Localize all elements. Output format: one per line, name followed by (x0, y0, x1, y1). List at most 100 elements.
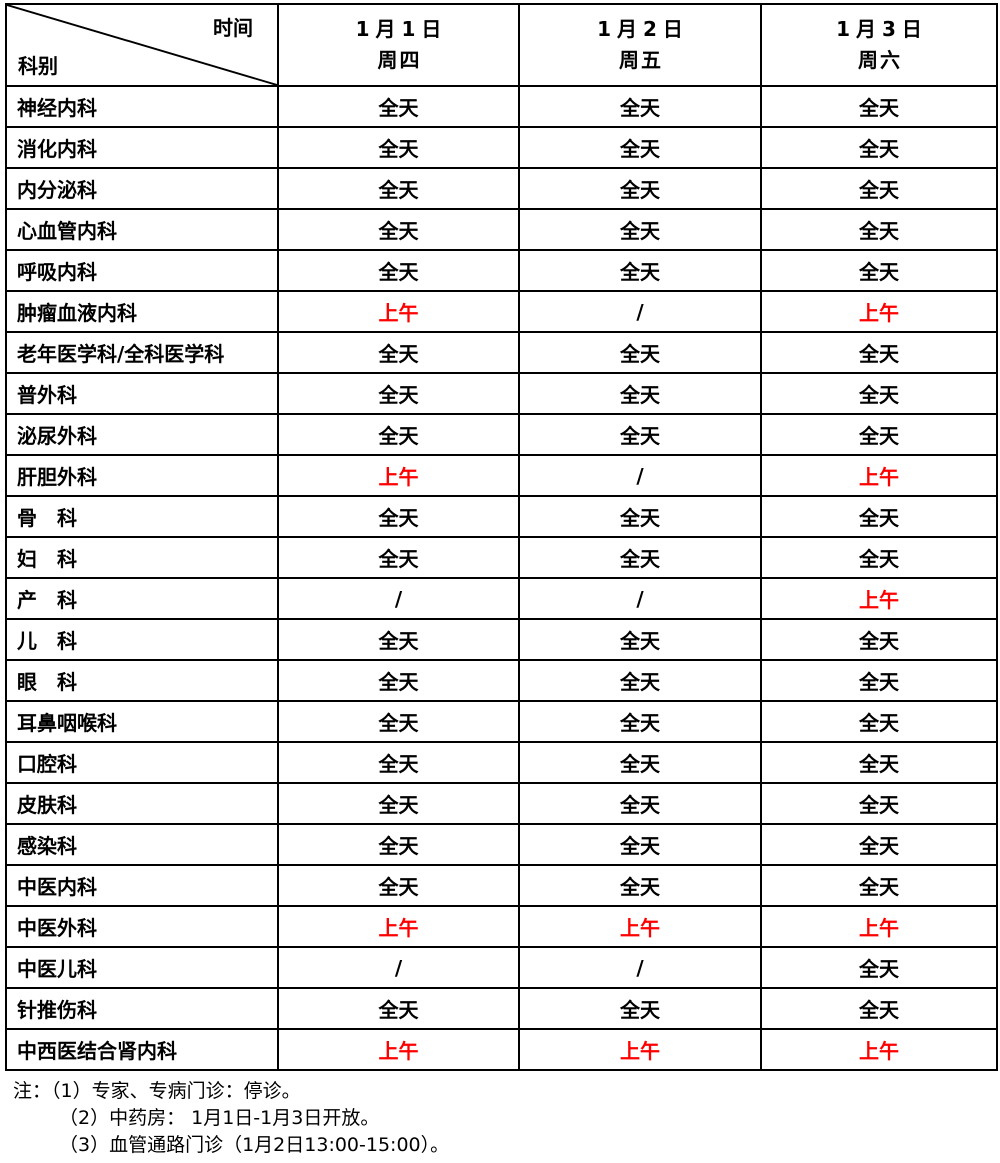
department-cell: 眼 科 (5, 659, 279, 702)
schedule-cell: 全天 (518, 331, 762, 374)
column-header-jan3: 1月3日 周六 (760, 3, 998, 87)
schedule-cell: 全天 (518, 700, 762, 743)
schedule-cell: 全天 (518, 536, 762, 579)
schedule-cell: 全天 (518, 167, 762, 210)
schedule-cell: 上午 (760, 290, 998, 333)
department-cell: 中西医结合肾内科 (5, 1028, 279, 1071)
department-cell: 中医儿科 (5, 946, 279, 989)
table-row: 中医儿科 / / 全天 (5, 946, 998, 989)
schedule-cell: 全天 (760, 823, 998, 866)
table-row: 神经内科 全天 全天 全天 (5, 85, 998, 128)
table-row: 骨 科全天 全天 全天 (5, 495, 998, 538)
column-date: 1月1日 (355, 17, 448, 41)
schedule-cell: 全天 (277, 987, 520, 1030)
header-time-label: 时间 (213, 16, 253, 40)
note-line-3: （3）血管通路门诊（1月2日13:00-15:00）。 (59, 1134, 450, 1156)
schedule-cell: 全天 (760, 700, 998, 743)
schedule-cell: 全天 (277, 618, 520, 661)
department-cell: 口腔科 (5, 741, 279, 784)
schedule-cell: 上午 (760, 1028, 998, 1071)
table-row: 肿瘤血液内科 上午 / 上午 (5, 290, 998, 333)
schedule-cell: 全天 (518, 823, 762, 866)
column-weekday: 周六 (858, 48, 902, 72)
table-row: 感染科 全天 全天 全天 (5, 823, 998, 866)
schedule-cell: 全天 (518, 987, 762, 1030)
department-cell: 消化内科 (5, 126, 279, 169)
schedule-table: 时间 科别 1月1日 周四 1月2日 周五 1月3日 周六 神经内科 全天 全天 全天… (5, 3, 998, 1071)
diagonal-line (8, 6, 276, 84)
schedule-cell: 全天 (760, 741, 998, 784)
table-row: 老年医学科/全科医学科 全天 全天 全天 (5, 331, 998, 374)
schedule-cell: 上午 (277, 290, 520, 333)
schedule-cell: 上午 (518, 1028, 762, 1071)
department-cell: 普外科 (5, 372, 279, 415)
schedule-cell: 全天 (277, 249, 520, 292)
schedule-cell: 全天 (518, 372, 762, 415)
note-line-1: 注：（1）专家、专病门诊：停诊。 (13, 1080, 301, 1102)
department-cell: 中医外科 (5, 905, 279, 948)
schedule-cell: / (518, 577, 762, 620)
schedule-cell: 全天 (760, 331, 998, 374)
table-row: 心血管内科 全天 全天 全天 (5, 208, 998, 251)
schedule-cell: 全天 (518, 413, 762, 456)
table-row: 中医外科 上午 上午 上午 (5, 905, 998, 948)
schedule-cell: 全天 (277, 700, 520, 743)
schedule-cell: 全天 (518, 208, 762, 251)
notes: 注：（1）专家、专病门诊：停诊。 （2）中药房： 1月1日-1月3日开放。 （3… (13, 1078, 1000, 1159)
department-cell: 耳鼻咽喉科 (5, 700, 279, 743)
schedule-cell: 上午 (760, 454, 998, 497)
schedule-cell: 全天 (518, 618, 762, 661)
column-date: 1月2日 (597, 17, 689, 41)
table-row: 呼吸内科 全天 全天 全天 (5, 249, 998, 292)
department-cell: 感染科 (5, 823, 279, 866)
schedule-cell: / (518, 454, 762, 497)
table-row: 耳鼻咽喉科 全天 全天 全天 (5, 700, 998, 743)
table-row: 口腔科 全天 全天 全天 (5, 741, 998, 784)
table-row: 泌尿外科 全天 全天 全天 (5, 413, 998, 456)
schedule-cell: 全天 (277, 413, 520, 456)
department-cell: 针推伤科 (5, 987, 279, 1030)
department-cell: 产 科 (5, 577, 279, 620)
table-row: 普外科 全天 全天 全天 (5, 372, 998, 415)
schedule-cell: 全天 (518, 126, 762, 169)
department-cell: 肝胆外科 (5, 454, 279, 497)
schedule-cell: 全天 (277, 372, 520, 415)
schedule-cell: 全天 (760, 536, 998, 579)
schedule-cell: 全天 (760, 946, 998, 989)
schedule-cell: 全天 (277, 208, 520, 251)
department-cell: 心血管内科 (5, 208, 279, 251)
schedule-cell: 全天 (760, 85, 998, 128)
schedule-cell: 上午 (277, 905, 520, 948)
column-weekday: 周五 (619, 48, 663, 72)
column-weekday: 周四 (377, 48, 422, 72)
schedule-cell: 全天 (760, 659, 998, 702)
schedule-cell: 全天 (760, 413, 998, 456)
schedule-cell: 全天 (277, 167, 520, 210)
schedule-cell: 全天 (277, 85, 520, 128)
schedule-cell: 全天 (760, 126, 998, 169)
column-header-jan2: 1月2日 周五 (518, 3, 762, 87)
schedule-cell: 全天 (277, 823, 520, 866)
table-row: 中医内科 全天 全天 全天 (5, 864, 998, 907)
note-line-2: （2）中药房： 1月1日-1月3日开放。 (59, 1107, 380, 1129)
header-dept-label: 科别 (18, 54, 58, 78)
table-row: 皮肤科 全天 全天 全天 (5, 782, 998, 825)
table-row: 肝胆外科 上午 / 上午 (5, 454, 998, 497)
department-cell: 内分泌科 (5, 167, 279, 210)
table-row: 妇 科全天 全天 全天 (5, 536, 998, 579)
department-cell: 皮肤科 (5, 782, 279, 825)
schedule-cell: 全天 (518, 659, 762, 702)
schedule-cell: 全天 (277, 495, 520, 538)
department-cell: 妇 科 (5, 536, 279, 579)
schedule-cell: 全天 (760, 249, 998, 292)
schedule-cell: 全天 (277, 782, 520, 825)
schedule-cell: 全天 (518, 249, 762, 292)
schedule-cell: 全天 (760, 987, 998, 1030)
department-cell: 肿瘤血液内科 (5, 290, 279, 333)
schedule-cell: 全天 (760, 782, 998, 825)
schedule-cell: / (277, 577, 520, 620)
schedule-cell: 上午 (277, 1028, 520, 1071)
column-header-jan1: 1月1日 周四 (277, 3, 520, 87)
schedule-cell: 全天 (277, 536, 520, 579)
